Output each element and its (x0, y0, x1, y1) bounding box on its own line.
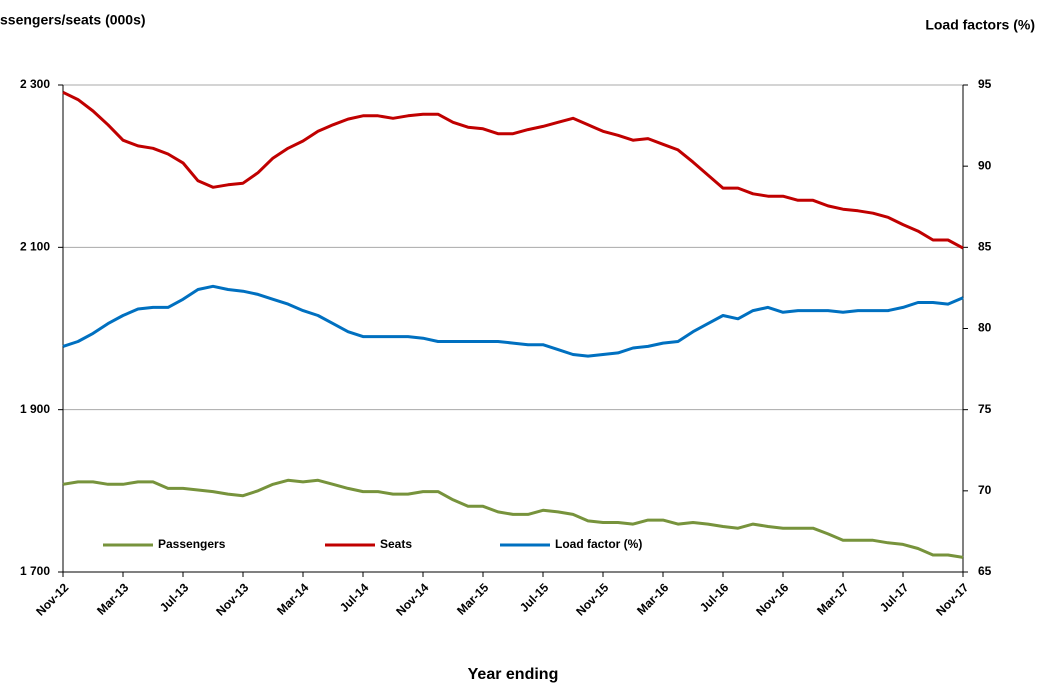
x-tick-label: Nov-14 (393, 580, 431, 618)
x-tick-label: Mar-16 (634, 580, 671, 617)
x-tick-label: Mar-17 (814, 580, 851, 617)
series-line (62, 90, 964, 250)
x-tick-label: Nov-16 (753, 580, 791, 618)
y2-tick-label: 80 (978, 321, 992, 335)
y2-tick-label: 85 (978, 240, 992, 254)
x-tick-label: Jul-16 (697, 580, 732, 615)
legend-label: Seats (380, 537, 412, 551)
x-tick-label: Jul-14 (337, 580, 372, 615)
y2-axis-title: Load factors (%) (925, 17, 1035, 33)
x-axis-title: Year ending (468, 666, 559, 683)
y-tick-label: 2 300 (20, 77, 50, 91)
y2-tick-label: 90 (978, 158, 992, 172)
x-tick-label: Mar-13 (94, 580, 131, 617)
x-tick-label: Nov-13 (213, 580, 251, 618)
y2-tick-label: 95 (978, 77, 992, 91)
x-tick-label: Mar-15 (454, 580, 491, 617)
x-tick-label: Jul-13 (157, 580, 192, 615)
x-tick-label: Mar-14 (274, 580, 311, 617)
series-line (62, 284, 964, 358)
y-axis-title: ssengers/seats (000s) (0, 12, 146, 28)
x-tick-label: Jul-17 (877, 580, 912, 615)
legend-label: Load factor (%) (555, 537, 642, 551)
y-tick-label: 1 700 (20, 564, 50, 578)
legend-label: Passengers (158, 537, 226, 551)
x-tick-label: Nov-15 (573, 580, 611, 618)
y2-tick-label: 65 (978, 564, 992, 578)
x-tick-label: Nov-17 (933, 580, 971, 618)
series-line (62, 478, 964, 559)
x-tick-label: Nov-12 (33, 580, 71, 618)
x-tick-label: Jul-15 (517, 580, 552, 615)
y-tick-label: 1 900 (20, 402, 50, 416)
y2-tick-label: 70 (978, 483, 992, 497)
y-tick-label: 2 100 (20, 240, 50, 254)
y2-tick-label: 75 (978, 402, 992, 416)
